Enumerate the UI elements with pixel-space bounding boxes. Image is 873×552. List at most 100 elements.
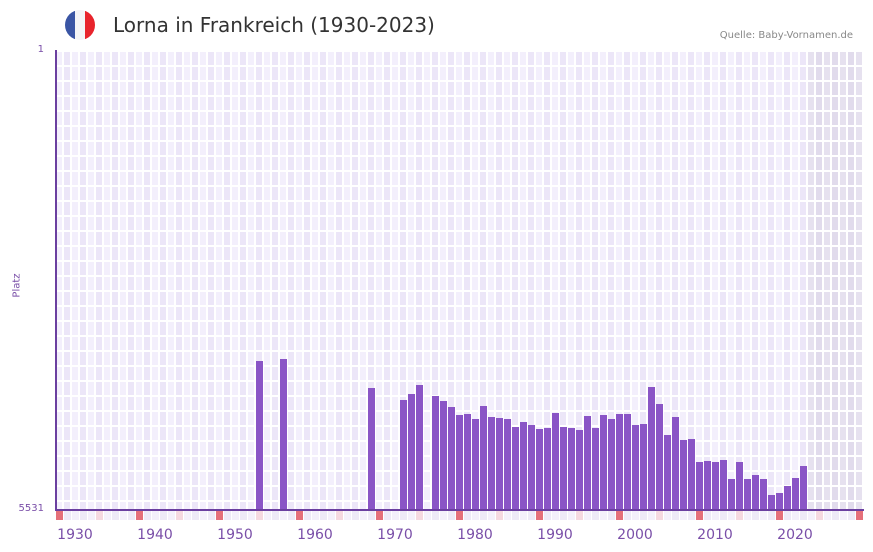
bar-2017[interactable] — [768, 495, 775, 510]
bar-1979[interactable] — [464, 414, 471, 510]
grid-cell — [368, 277, 374, 290]
bar-2014[interactable] — [744, 479, 751, 510]
bar-2007[interactable] — [688, 439, 695, 510]
grid-cell — [648, 142, 654, 155]
grid-cell — [840, 112, 846, 125]
bar-1991[interactable] — [560, 427, 567, 510]
bar-1953[interactable] — [256, 361, 263, 510]
bar-2006[interactable] — [680, 440, 687, 510]
grid-cell — [56, 337, 62, 350]
grid-cell — [496, 232, 502, 245]
bar-1988[interactable] — [536, 429, 543, 510]
bar-1995[interactable] — [592, 428, 599, 510]
bar-1977[interactable] — [448, 407, 455, 510]
grid-cell — [712, 97, 718, 110]
bar-2019[interactable] — [784, 486, 791, 510]
grid-cell — [240, 112, 246, 125]
bar-2021[interactable] — [800, 466, 807, 510]
bar-1985[interactable] — [512, 427, 519, 510]
grid-cell — [808, 262, 814, 275]
bar-1983[interactable] — [496, 418, 503, 510]
grid-cell — [96, 142, 102, 155]
bar-2011[interactable] — [720, 460, 727, 510]
grid-cell — [408, 382, 414, 395]
grid-cell — [848, 457, 854, 470]
grid-cell — [144, 52, 150, 65]
bar-1998[interactable] — [616, 414, 623, 510]
grid-cell — [136, 322, 142, 335]
bar-2005[interactable] — [672, 417, 679, 510]
bar-2018[interactable] — [776, 493, 783, 510]
bar-2020[interactable] — [792, 478, 799, 510]
bar-1981[interactable] — [480, 406, 487, 510]
bar-1978[interactable] — [456, 415, 463, 510]
grid-cell — [744, 472, 750, 485]
bar-2012[interactable] — [728, 479, 735, 510]
bar-1956[interactable] — [280, 359, 287, 510]
bar-1972[interactable] — [408, 394, 415, 510]
bar-1973[interactable] — [416, 385, 423, 510]
bar-2009[interactable] — [704, 461, 711, 510]
grid-cell — [824, 217, 830, 230]
grid-cell — [112, 97, 118, 110]
bar-1967[interactable] — [368, 388, 375, 510]
bar-1999[interactable] — [624, 414, 631, 510]
bar-2001[interactable] — [640, 424, 647, 510]
grid-cell — [608, 157, 614, 170]
bar-1971[interactable] — [400, 400, 407, 510]
bar-1975[interactable] — [432, 396, 439, 510]
bar-1993[interactable] — [576, 430, 583, 510]
bar-2003[interactable] — [656, 404, 663, 510]
grid-cell — [96, 67, 102, 80]
grid-cell — [416, 67, 422, 80]
grid-cell — [256, 52, 262, 65]
grid-cell — [336, 82, 342, 95]
bar-1990[interactable] — [552, 413, 559, 510]
bar-2015[interactable] — [752, 475, 759, 510]
bar-2000[interactable] — [632, 425, 639, 510]
grid-cell — [400, 292, 406, 305]
grid-cell — [808, 247, 814, 260]
grid-cell — [616, 322, 622, 335]
grid-cell — [224, 502, 230, 510]
grid-cell — [600, 247, 606, 260]
grid-cell — [176, 82, 182, 95]
year-marker — [752, 511, 759, 520]
bar-1994[interactable] — [584, 416, 591, 510]
grid-cell — [408, 157, 414, 170]
grid-cell — [528, 262, 534, 275]
bar-2002[interactable] — [648, 387, 655, 510]
grid-cell — [72, 187, 78, 200]
bar-2008[interactable] — [696, 462, 703, 510]
grid-cell — [488, 67, 494, 80]
bar-1984[interactable] — [504, 419, 511, 510]
bar-2013[interactable] — [736, 462, 743, 510]
bar-1987[interactable] — [528, 425, 535, 510]
grid-cell — [392, 502, 398, 510]
bar-1976[interactable] — [440, 401, 447, 510]
grid-cell — [840, 412, 846, 425]
grid-cell — [352, 187, 358, 200]
bar-1996[interactable] — [600, 415, 607, 510]
bar-2004[interactable] — [664, 435, 671, 510]
grid-cell — [824, 277, 830, 290]
grid-cell — [408, 112, 414, 125]
bar-1986[interactable] — [520, 422, 527, 510]
grid-cell — [304, 472, 310, 485]
grid-cell — [776, 472, 782, 485]
bar-1997[interactable] — [608, 419, 615, 510]
grid-cell — [312, 217, 318, 230]
grid-cell — [704, 247, 710, 260]
grid-cell — [808, 502, 814, 510]
bar-2010[interactable] — [712, 462, 719, 510]
grid-cell — [776, 97, 782, 110]
grid-cell — [552, 67, 558, 80]
bar-1982[interactable] — [488, 417, 495, 510]
grid-cell — [264, 232, 270, 245]
grid-cell — [232, 172, 238, 185]
bar-1980[interactable] — [472, 419, 479, 510]
source-link[interactable]: Quelle: Baby-Vornamen.de — [719, 30, 853, 41]
bar-1992[interactable] — [568, 428, 575, 510]
bar-2016[interactable] — [760, 479, 767, 510]
bar-1989[interactable] — [544, 428, 551, 510]
